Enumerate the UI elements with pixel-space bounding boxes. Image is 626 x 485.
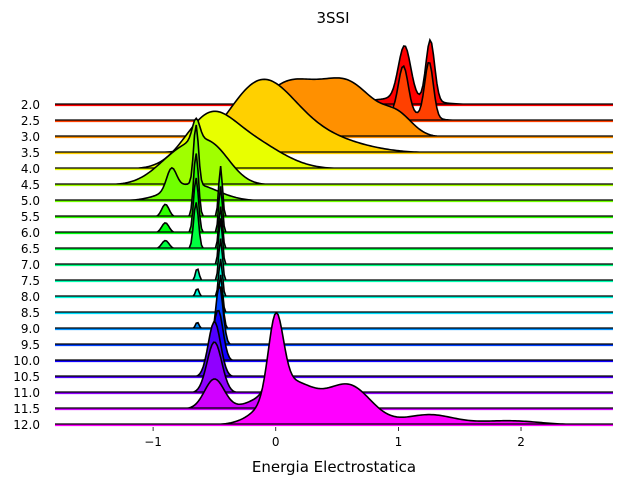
ridge-line-9.5 (55, 283, 613, 346)
y-label-6.0: 6.0 (21, 226, 40, 240)
y-label-5.5: 5.5 (21, 210, 40, 224)
ridge-area-9.0 (55, 286, 613, 329)
y-label-4.0: 4.0 (21, 162, 40, 176)
ridge-area-3.5 (55, 79, 613, 153)
ridge-line-7.0 (55, 218, 613, 266)
y-label-7.5: 7.5 (21, 274, 40, 288)
y-label-2.0: 2.0 (21, 98, 40, 112)
y-label-8.5: 8.5 (21, 306, 40, 320)
x-tick-label: 1 (395, 435, 403, 449)
y-label-10.5: 10.5 (13, 370, 40, 384)
x-tick-label: 2 (517, 435, 525, 449)
ridge-line-10.5 (55, 321, 613, 378)
y-label-9.5: 9.5 (21, 338, 40, 352)
y-label-11.0: 11.0 (13, 386, 40, 400)
ridge-area-3.0 (55, 77, 613, 137)
y-label-7.0: 7.0 (21, 258, 40, 272)
ridge-area-10.5 (55, 322, 613, 377)
ridge-line-6.0 (55, 177, 613, 234)
ridge-area-12.0 (55, 312, 613, 425)
y-category-labels: 2.0 2.5 3.0 3.5 4.0 4.5 5.0 5.5 6.0 6.5 7.0 7.5 8.0 8… (13, 98, 40, 432)
x-axis-label: Energia Electrostatica (252, 458, 416, 476)
y-label-11.5: 11.5 (13, 402, 40, 416)
ridge-area-6.0 (55, 177, 613, 233)
ridge-area-10.0 (55, 310, 613, 361)
x-tick-label: −1 (144, 435, 162, 449)
y-label-8.0: 8.0 (21, 290, 40, 304)
ridge-series-group (55, 37, 614, 427)
ridge-line-7.5 (55, 238, 613, 282)
y-label-9.0: 9.0 (21, 322, 40, 336)
ridge-area-6.5 (55, 202, 613, 249)
y-label-3.5: 3.5 (21, 146, 40, 160)
y-label-5.0: 5.0 (21, 194, 40, 208)
y-label-4.5: 4.5 (21, 178, 40, 192)
x-tick-label: 0 (272, 435, 280, 449)
ridge-line-9.0 (55, 286, 613, 330)
ridge-line-6.5 (55, 202, 613, 250)
y-label-2.5: 2.5 (21, 114, 40, 128)
chart-title: 3SSI (316, 9, 349, 27)
ridge-area-9.5 (55, 285, 613, 345)
y-label-10.0: 10.0 (13, 354, 40, 368)
y-label-6.5: 6.5 (21, 242, 40, 256)
y-label-12.0: 12.0 (13, 418, 40, 432)
ridge-line-10.0 (55, 309, 613, 362)
ridge-area-7.0 (55, 218, 613, 265)
ridge-area-7.5 (55, 238, 613, 281)
x-axis: −1 0 1 2 (144, 427, 525, 449)
y-label-3.0: 3.0 (21, 130, 40, 144)
